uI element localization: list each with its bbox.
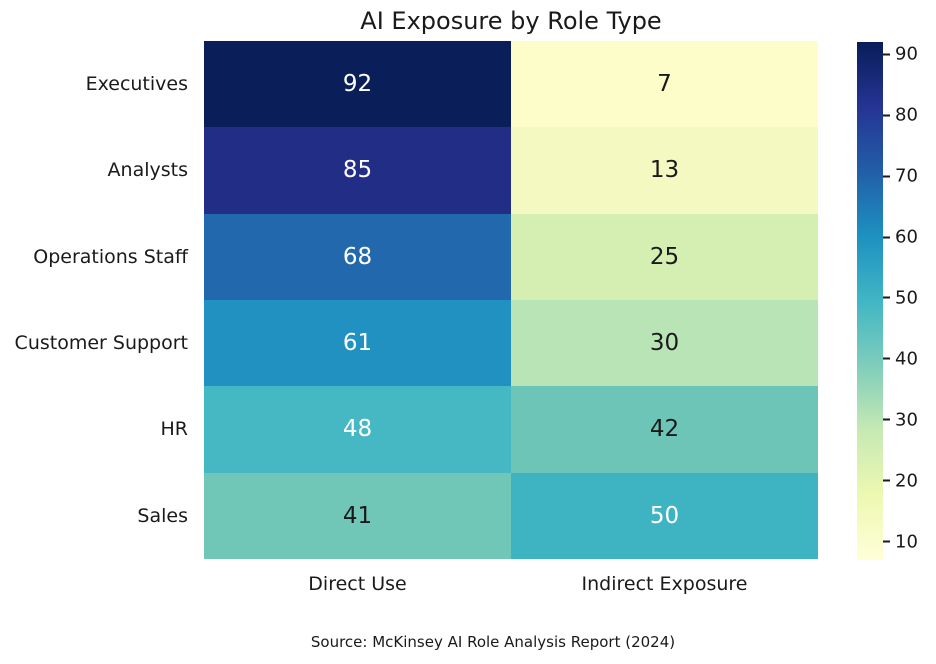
heatmap-cell: 41 [204, 472, 511, 559]
tick-label: 40 [895, 348, 918, 370]
heatmap-cell: 68 [204, 213, 511, 300]
colorbar-tick: 50 [883, 287, 918, 308]
row-label: Customer Support [14, 332, 188, 355]
tick-label: 90 [895, 43, 918, 65]
tick-mark [883, 357, 890, 360]
tick-label: 10 [895, 531, 918, 553]
tick-label: 70 [895, 165, 918, 187]
row-label: Analysts [107, 159, 188, 182]
tick-label: 60 [895, 226, 918, 248]
row-label: HR [160, 418, 189, 441]
column-label: Direct Use [308, 573, 407, 595]
column-label: Indirect Exposure [581, 573, 748, 595]
tick-mark [883, 175, 890, 178]
colorbar-ticks: 10 20 30 40 50 60 70 80 90 [883, 42, 936, 560]
tick-mark [883, 540, 890, 543]
tick-mark [883, 236, 890, 238]
heatmap-grid: 92 7 85 13 68 25 61 30 48 42 41 50 [204, 41, 818, 559]
heatmap-cell: 92 [204, 41, 511, 128]
colorbar-tick: 20 [883, 470, 918, 491]
heatmap-cell: 25 [511, 213, 818, 300]
heatmap-cell: 48 [204, 386, 511, 473]
heatmap-cell: 85 [204, 127, 511, 214]
heatmap-cell: 42 [511, 386, 818, 473]
colorbar-tick: 70 [883, 166, 918, 187]
tick-label: 20 [895, 470, 918, 492]
heatmap-cell: 7 [511, 41, 818, 128]
row-label: Executives [85, 73, 188, 96]
colorbar-tick: 60 [883, 227, 918, 248]
row-labels: Executives Analysts Operations Staff Custom… [0, 41, 188, 559]
heatmap-cell: 50 [511, 472, 818, 559]
chart-title: AI Exposure by Role Type [360, 7, 662, 35]
colorbar-tick: 10 [883, 531, 918, 552]
tick-mark [883, 114, 890, 117]
tick-mark [883, 418, 890, 421]
tick-label: 30 [895, 409, 918, 431]
tick-mark [883, 479, 890, 482]
heatmap-cell: 13 [511, 127, 818, 214]
heatmap-cell: 30 [511, 300, 818, 387]
row-label: Sales [137, 504, 188, 527]
source-caption: Source: McKinsey AI Role Analysis Report… [310, 633, 676, 651]
column-labels: Direct Use Indirect Exposure [204, 570, 818, 598]
tick-mark [883, 296, 890, 299]
colorbar-tick: 40 [883, 348, 918, 369]
colorbar-tick: 80 [883, 105, 918, 126]
tick-label: 80 [895, 104, 918, 126]
tick-label: 50 [895, 287, 918, 309]
row-label: Operations Staff [33, 245, 188, 268]
colorbar [857, 42, 883, 560]
colorbar-tick: 30 [883, 409, 918, 430]
tick-mark [883, 53, 890, 56]
colorbar-tick: 90 [883, 44, 918, 65]
heatmap-cell: 61 [204, 300, 511, 387]
